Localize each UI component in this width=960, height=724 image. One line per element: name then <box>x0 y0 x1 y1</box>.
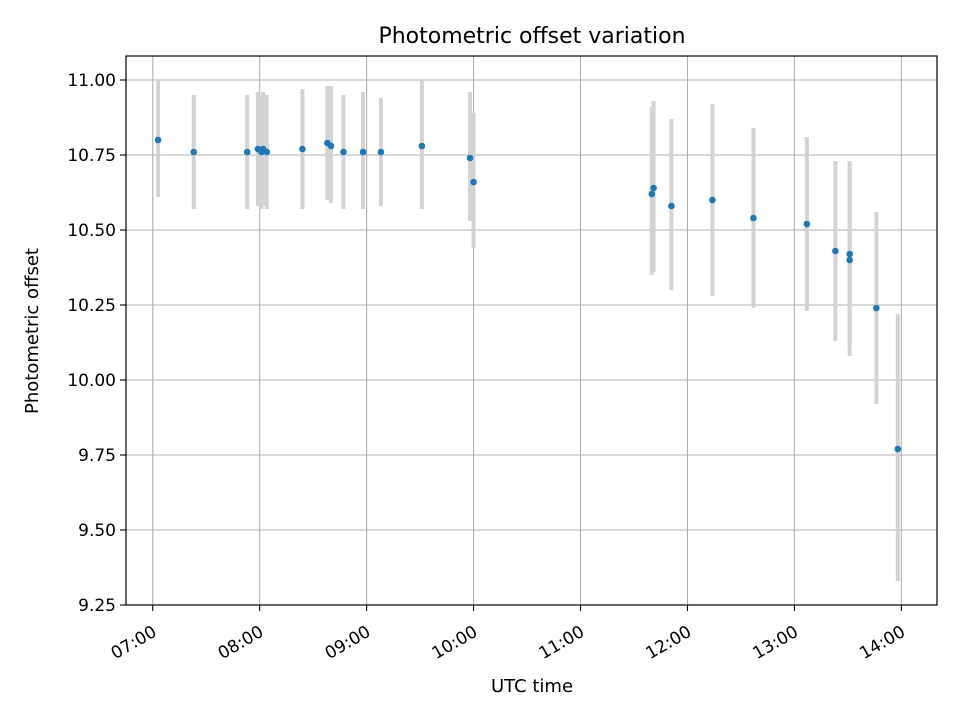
data-point <box>154 136 162 144</box>
y-tick-label: 11.00 <box>67 71 116 91</box>
data-point <box>832 247 839 255</box>
data-point <box>750 214 757 222</box>
y-axis-label: Photometric offset <box>22 248 43 414</box>
data-point <box>668 202 675 210</box>
data-point <box>377 148 385 156</box>
data-point <box>418 142 426 150</box>
point-layer <box>154 136 902 453</box>
y-tick-label: 10.00 <box>67 371 116 391</box>
data-point <box>846 256 853 264</box>
data-point <box>190 148 198 156</box>
data-point <box>873 304 880 312</box>
data-point <box>243 148 251 156</box>
data-point <box>803 220 811 228</box>
y-tick-label: 10.75 <box>67 146 116 166</box>
data-point <box>648 190 656 198</box>
data-point <box>340 148 347 156</box>
axes-frame <box>125 55 938 606</box>
data-point <box>263 148 271 156</box>
data-point <box>894 445 902 453</box>
data-point <box>359 148 367 156</box>
y-tick-label: 9.25 <box>78 596 116 616</box>
grid-layer <box>126 56 937 606</box>
data-point <box>846 250 853 258</box>
data-point <box>709 196 716 204</box>
y-tick-label: 10.25 <box>67 296 116 316</box>
data-point <box>470 178 477 186</box>
y-tick-label: 10.50 <box>67 221 116 241</box>
y-tick-label: 9.75 <box>78 446 116 466</box>
data-point <box>299 145 306 153</box>
data-point <box>650 184 657 192</box>
data-point <box>327 142 335 150</box>
x-axis-label: UTC time <box>491 676 573 697</box>
chart-title: Photometric offset variation <box>378 24 685 49</box>
data-point <box>466 154 474 162</box>
y-tick-label: 9.50 <box>78 521 116 541</box>
